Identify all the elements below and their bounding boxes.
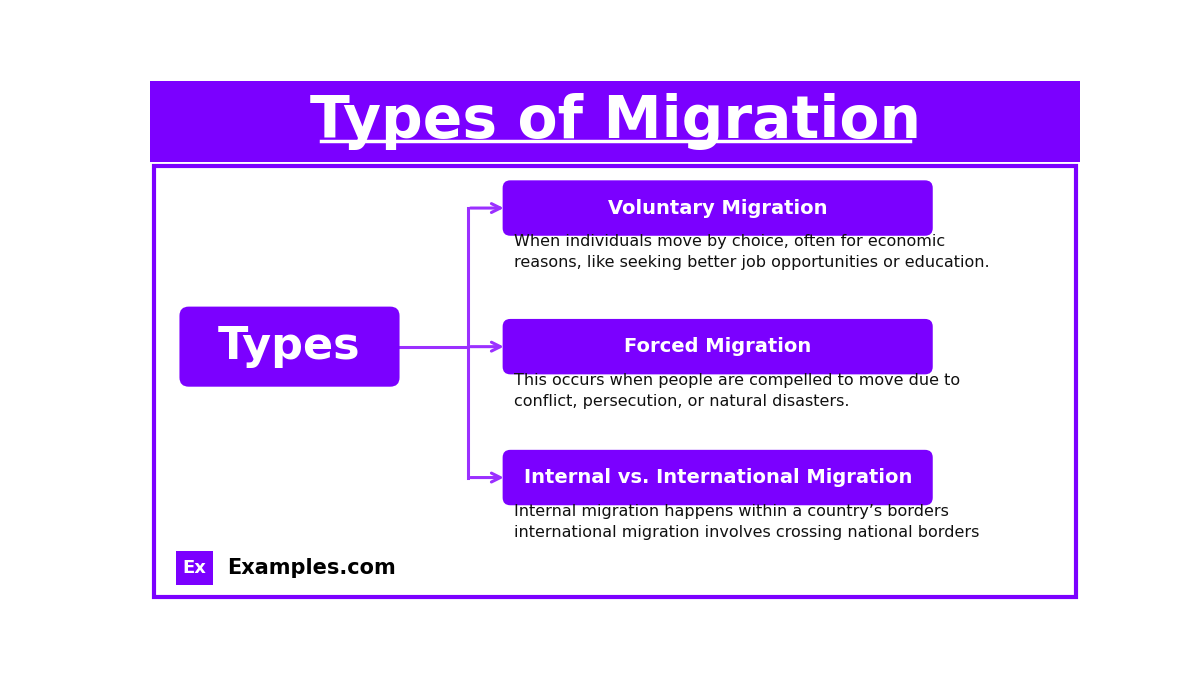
- Text: Examples.com: Examples.com: [227, 558, 396, 578]
- Text: This occurs when people are compelled to move due to
conflict, persecution, or n: This occurs when people are compelled to…: [515, 373, 960, 409]
- FancyBboxPatch shape: [150, 81, 1080, 162]
- Text: Internal migration happens within a country’s borders
international migration in: Internal migration happens within a coun…: [515, 504, 979, 540]
- FancyBboxPatch shape: [175, 551, 212, 585]
- FancyBboxPatch shape: [503, 180, 932, 236]
- Text: When individuals move by choice, often for economic
reasons, like seeking better: When individuals move by choice, often f…: [515, 234, 990, 270]
- FancyBboxPatch shape: [503, 450, 932, 506]
- Text: Voluntary Migration: Voluntary Migration: [608, 198, 828, 217]
- FancyBboxPatch shape: [180, 306, 400, 387]
- FancyBboxPatch shape: [154, 165, 1076, 597]
- Text: Ex: Ex: [182, 560, 206, 577]
- Text: Types: Types: [218, 325, 361, 368]
- FancyBboxPatch shape: [503, 319, 932, 375]
- Text: Internal vs. International Migration: Internal vs. International Migration: [523, 468, 912, 487]
- Text: Forced Migration: Forced Migration: [624, 337, 811, 356]
- Text: Types of Migration: Types of Migration: [310, 93, 920, 150]
